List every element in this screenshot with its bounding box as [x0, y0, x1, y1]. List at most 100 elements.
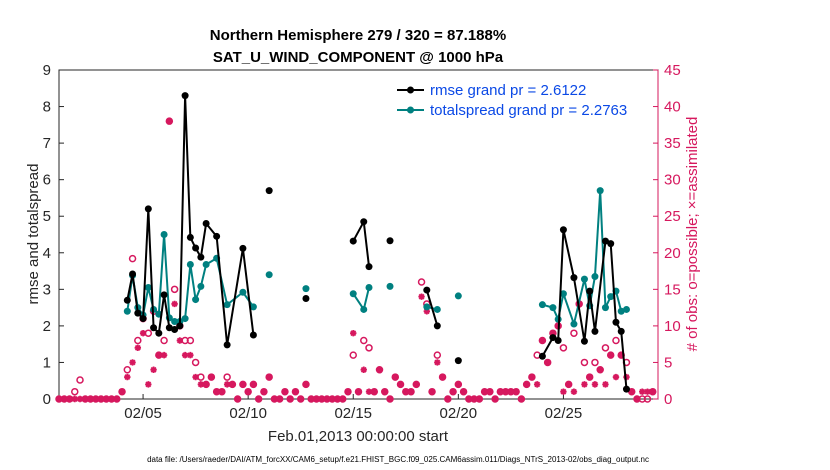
obs-assimilated-marker — [308, 395, 315, 403]
rmse-point — [181, 92, 189, 100]
rmse-point — [586, 287, 594, 295]
spread-point — [349, 290, 357, 298]
y-left-tick-label: 5 — [43, 208, 51, 225]
spread-point — [423, 303, 431, 311]
rmse-point — [202, 220, 210, 228]
obs-assimilated-marker — [344, 388, 352, 395]
obs-assimilated-marker — [234, 395, 241, 403]
obs-possible-marker — [559, 344, 568, 352]
spread-point — [365, 284, 373, 292]
obs-assimilated-marker — [444, 395, 452, 403]
rmse-point — [622, 385, 630, 393]
rmse-point — [349, 237, 357, 245]
legend-spread-label: totalspread grand pr = 2.2763 — [430, 102, 627, 119]
obs-assimilated-marker — [350, 330, 357, 337]
spread-point — [622, 305, 630, 313]
obs-assimilated-marker — [229, 381, 236, 388]
x-tick-label: 02/15 — [334, 405, 372, 422]
obs-assimilated-marker — [586, 373, 593, 381]
obs-assimilated-marker — [124, 373, 131, 381]
obs-possible-marker — [433, 351, 442, 359]
obs-assimilated-marker — [323, 395, 331, 403]
obs-assimilated-marker — [502, 388, 509, 395]
obs-assimilated-marker — [265, 373, 273, 381]
obs-assimilated-marker — [329, 395, 336, 403]
rmse-point — [150, 324, 158, 332]
obs-assimilated-marker — [376, 366, 383, 373]
obs-assimilated-marker — [360, 366, 367, 373]
legend-spread-marker — [407, 106, 414, 114]
obs-assimilated-marker — [491, 395, 499, 403]
obs-assimilated-marker — [386, 395, 394, 403]
obs-assimilated-marker — [644, 388, 651, 395]
obs-possible-marker — [128, 254, 137, 263]
rmse-point — [360, 218, 368, 226]
rmse-point — [123, 296, 131, 304]
rmse-point — [139, 315, 147, 323]
y-right-tick-label: 30 — [664, 172, 681, 189]
obs-assimilated-marker — [565, 381, 572, 388]
rmse-point — [580, 337, 588, 345]
rmse-point — [454, 357, 462, 365]
y-right-tick-label: 0 — [664, 391, 672, 408]
obs-assimilated-marker — [134, 344, 142, 352]
obs-possible-marker — [612, 336, 620, 345]
obs-assimilated-marker — [623, 373, 630, 381]
obs-assimilated-marker — [61, 395, 68, 403]
y-right-tick-label: 35 — [664, 135, 681, 152]
y-left-tick-label: 4 — [43, 245, 51, 262]
spread-point — [538, 301, 546, 309]
rmse-point — [591, 327, 599, 335]
x-tick-label: 02/20 — [440, 405, 478, 422]
obs-assimilated-marker — [507, 388, 515, 395]
rmse-point — [176, 322, 184, 330]
spread-point — [386, 282, 394, 290]
obs-assimilated-marker — [497, 388, 504, 395]
obs-assimilated-marker — [649, 388, 656, 395]
obs-assimilated-marker — [213, 388, 220, 395]
chart-subtitle: SAT_U_WIND_COMPONENT @ 1000 hPa — [213, 49, 504, 66]
x-tick-label: 02/05 — [124, 405, 162, 422]
spread-point — [360, 305, 368, 313]
spread-point — [265, 271, 273, 279]
obs-assimilated-marker — [208, 373, 215, 381]
rmse-point — [197, 253, 205, 261]
x-axis-label: Feb.01,2013 00:00:00 start — [268, 428, 449, 445]
spread-point — [607, 293, 615, 301]
obs-possible-marker — [570, 329, 578, 337]
obs-assimilated-marker — [612, 373, 620, 381]
spread-point — [249, 303, 257, 311]
spread-point — [454, 292, 462, 300]
obs-assimilated-marker — [171, 300, 178, 308]
obs-assimilated-marker — [549, 330, 557, 337]
rmse-point — [213, 232, 221, 240]
obs-assimilated-marker — [339, 395, 346, 403]
obs-assimilated-marker — [449, 388, 457, 395]
y-axis-label-right: # of obs: o=possible; ×=assimilated — [684, 117, 701, 352]
obs-assimilated-marker — [318, 395, 325, 403]
obs-possible-marker — [170, 285, 179, 294]
spread-point — [186, 260, 194, 268]
obs-assimilated-marker — [302, 381, 310, 388]
obs-assimilated-marker — [570, 388, 578, 395]
rmse-point — [365, 263, 373, 271]
spread-point — [559, 290, 567, 298]
obs-assimilated-marker — [166, 117, 173, 125]
rmse-point — [160, 291, 168, 299]
rmse-point — [386, 237, 394, 245]
x-tick-label: 02/25 — [545, 405, 583, 422]
rmse-point — [129, 270, 137, 278]
obs-assimilated-marker — [470, 395, 478, 403]
obs-assimilated-marker — [239, 381, 247, 388]
rmse-point — [433, 322, 441, 330]
obs-assimilated-marker — [292, 388, 299, 395]
obs-assimilated-marker — [544, 359, 551, 366]
obs-count-markers — [55, 117, 657, 403]
obs-assimilated-marker — [618, 351, 625, 359]
obs-possible-marker — [643, 395, 652, 403]
obs-assimilated-marker — [486, 388, 494, 395]
obs-assimilated-marker — [560, 388, 567, 395]
obs-possible-marker — [580, 358, 589, 367]
obs-assimilated-marker — [260, 388, 268, 395]
